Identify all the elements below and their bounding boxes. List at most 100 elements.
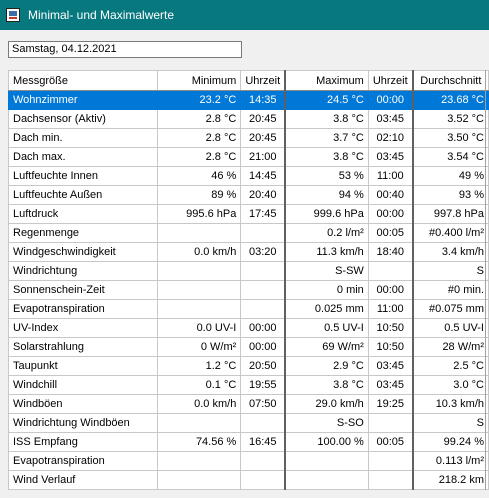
row-label: Dach max.	[7, 147, 159, 167]
table-cell	[367, 261, 414, 281]
table-cell	[240, 280, 286, 300]
column-header[interactable]: Uhrzeit	[240, 70, 286, 91]
row-label: Taupunkt	[7, 356, 159, 376]
table-row[interactable]: Solarstrahlung 0 W/m² 00:00 69 W/m² 10:50 28 …	[7, 337, 489, 357]
table-cell: S-SW	[284, 261, 369, 281]
table-cell: 03:45	[367, 356, 414, 376]
table-row[interactable]: Evapotranspiration 0.025 mm 11:00 #0.075 mm	[7, 299, 489, 319]
table-cell: 00:00	[367, 204, 414, 224]
table-header-row: Messgröße Minimum Uhrzeit Maximum Uhrzei…	[7, 70, 489, 91]
table-cell: 94 %	[284, 185, 369, 205]
table-cell	[240, 261, 286, 281]
row-label: Wind Verlauf	[7, 470, 159, 490]
table-cell: 997.8 hPa	[411, 204, 489, 224]
table-cell: 3.7 °C	[284, 128, 369, 148]
table-row[interactable]: Windgeschwindigkeit 0.0 km/h 03:20 11.3 km/…	[7, 242, 489, 262]
table-cell	[157, 280, 242, 300]
table-row[interactable]: Dachsensor (Aktiv) 2.8 °C 20:45 3.8 °C 03:45…	[7, 109, 489, 129]
table-cell: 3.0 °C	[411, 375, 489, 395]
table-cell: 99.24 %	[411, 432, 489, 452]
table-row[interactable]: Taupunkt 1.2 °C 20:50 2.9 °C 03:45 2.5 °C	[7, 356, 489, 376]
table-cell: 21:00	[240, 147, 286, 167]
row-label: UV-Index	[7, 318, 159, 338]
date-field[interactable]: Samstag, 04.12.2021	[8, 41, 242, 58]
table-cell: 3.52 °C	[411, 109, 489, 129]
table-cell: 10:50	[367, 337, 414, 357]
table-row[interactable]: Dach min. 2.8 °C 20:45 3.7 °C 02:10 3.50 °C	[7, 128, 489, 148]
row-label: Evapotranspiration	[7, 299, 159, 319]
table-cell: 20:45	[240, 109, 286, 129]
table-cell: 218.2 km	[411, 470, 489, 490]
table-row[interactable]: Wohnzimmer 23.2 °C 14:35 24.5 °C 00:00 23.68 …	[7, 90, 489, 110]
table-cell: 3.8 °C	[284, 147, 369, 167]
row-label: Luftfeuchte Außen	[7, 185, 159, 205]
table-cell: 18:40	[367, 242, 414, 262]
table-cell: 11:00	[367, 166, 414, 186]
table-cell: 999.6 hPa	[284, 204, 369, 224]
column-header[interactable]: Durchschnitt	[411, 70, 489, 91]
table-row[interactable]: Windrichtung Windböen S-SO S	[7, 413, 489, 433]
table-cell: 69 W/m²	[284, 337, 369, 357]
table-row[interactable]: Evapotranspiration 0.113 l/m²	[7, 451, 489, 471]
table-cell: 2.9 °C	[284, 356, 369, 376]
row-label: Windrichtung	[7, 261, 159, 281]
table-cell: 00:00	[367, 280, 414, 300]
row-label: Solarstrahlung	[7, 337, 159, 357]
table-row[interactable]: Windchill 0.1 °C 19:55 3.8 °C 03:45 3.0 °C	[7, 375, 489, 395]
table-cell: 0.5 UV-I	[411, 318, 489, 338]
table-cell	[157, 223, 242, 243]
table-cell: 23.68 °C	[411, 90, 489, 110]
table-cell: 03:20	[240, 242, 286, 262]
row-label: Evapotranspiration	[7, 451, 159, 471]
column-header[interactable]: Minimum	[157, 70, 242, 91]
table-row[interactable]: Dach max. 2.8 °C 21:00 3.8 °C 03:45 3.54 °C	[7, 147, 489, 167]
table-cell: 23.2 °C	[157, 90, 242, 110]
row-label: Dachsensor (Aktiv)	[7, 109, 159, 129]
table-cell: 2.8 °C	[157, 128, 242, 148]
table-row[interactable]: Regenmenge 0.2 l/m² 00:05 #0.400 l/m²	[7, 223, 489, 243]
table-row[interactable]: Luftfeuchte Außen 89 % 20:40 94 % 00:40 93 %	[7, 185, 489, 205]
table-cell: 0.0 km/h	[157, 242, 242, 262]
table-cell: 0.1 °C	[157, 375, 242, 395]
table-cell	[284, 470, 369, 490]
table-cell	[240, 413, 286, 433]
table-row[interactable]: Wind Verlauf 218.2 km	[7, 470, 489, 490]
table-cell: 11:00	[367, 299, 414, 319]
table-cell	[240, 451, 286, 471]
table-cell: 0.0 UV-I	[157, 318, 242, 338]
table-row[interactable]: Windrichtung S-SW S	[7, 261, 489, 281]
table-cell: 74.56 %	[157, 432, 242, 452]
table-cell: 0.113 l/m²	[411, 451, 489, 471]
table-cell: 0.025 mm	[284, 299, 369, 319]
table-cell: 10.3 km/h	[411, 394, 489, 414]
table-cell: 00:05	[367, 432, 414, 452]
column-header[interactable]: Maximum	[284, 70, 369, 91]
window-title: Minimal- und Maximalwerte	[28, 8, 175, 22]
table-cell	[157, 299, 242, 319]
title-bar: Minimal- und Maximalwerte	[0, 0, 489, 30]
row-label: Windrichtung Windböen	[7, 413, 159, 433]
table-cell: 995.6 hPa	[157, 204, 242, 224]
table-cell: 2.5 °C	[411, 356, 489, 376]
table-cell	[157, 413, 242, 433]
row-label: ISS Empfang	[7, 432, 159, 452]
table-row[interactable]: Luftdruck 995.6 hPa 17:45 999.6 hPa 00:00 997…	[7, 204, 489, 224]
table-cell	[367, 413, 414, 433]
table-row[interactable]: Luftfeuchte Innen 46 % 14:45 53 % 11:00 49 %	[7, 166, 489, 186]
column-header[interactable]: Uhrzeit	[367, 70, 414, 91]
table-row[interactable]: UV-Index 0.0 UV-I 00:00 0.5 UV-I 10:50 0.5 UV…	[7, 318, 489, 338]
table-cell	[240, 223, 286, 243]
table-row[interactable]: Sonnenschein-Zeit 0 min 00:00 #0 min.	[7, 280, 489, 300]
table-cell	[240, 299, 286, 319]
row-label: Wohnzimmer	[7, 90, 159, 110]
table-cell: 3.8 °C	[284, 109, 369, 129]
table-cell	[367, 470, 414, 490]
table-cell: #0.075 mm	[411, 299, 489, 319]
table-row[interactable]: Windböen 0.0 km/h 07:50 29.0 km/h 19:25 10.3 …	[7, 394, 489, 414]
table-row[interactable]: ISS Empfang 74.56 % 16:45 100.00 % 00:05 99.2…	[7, 432, 489, 452]
table-cell: 00:00	[240, 337, 286, 357]
table-cell: 0.2 l/m²	[284, 223, 369, 243]
table-cell	[367, 451, 414, 471]
column-header[interactable]: Messgröße	[7, 70, 159, 91]
table-cell: 02:10	[367, 128, 414, 148]
